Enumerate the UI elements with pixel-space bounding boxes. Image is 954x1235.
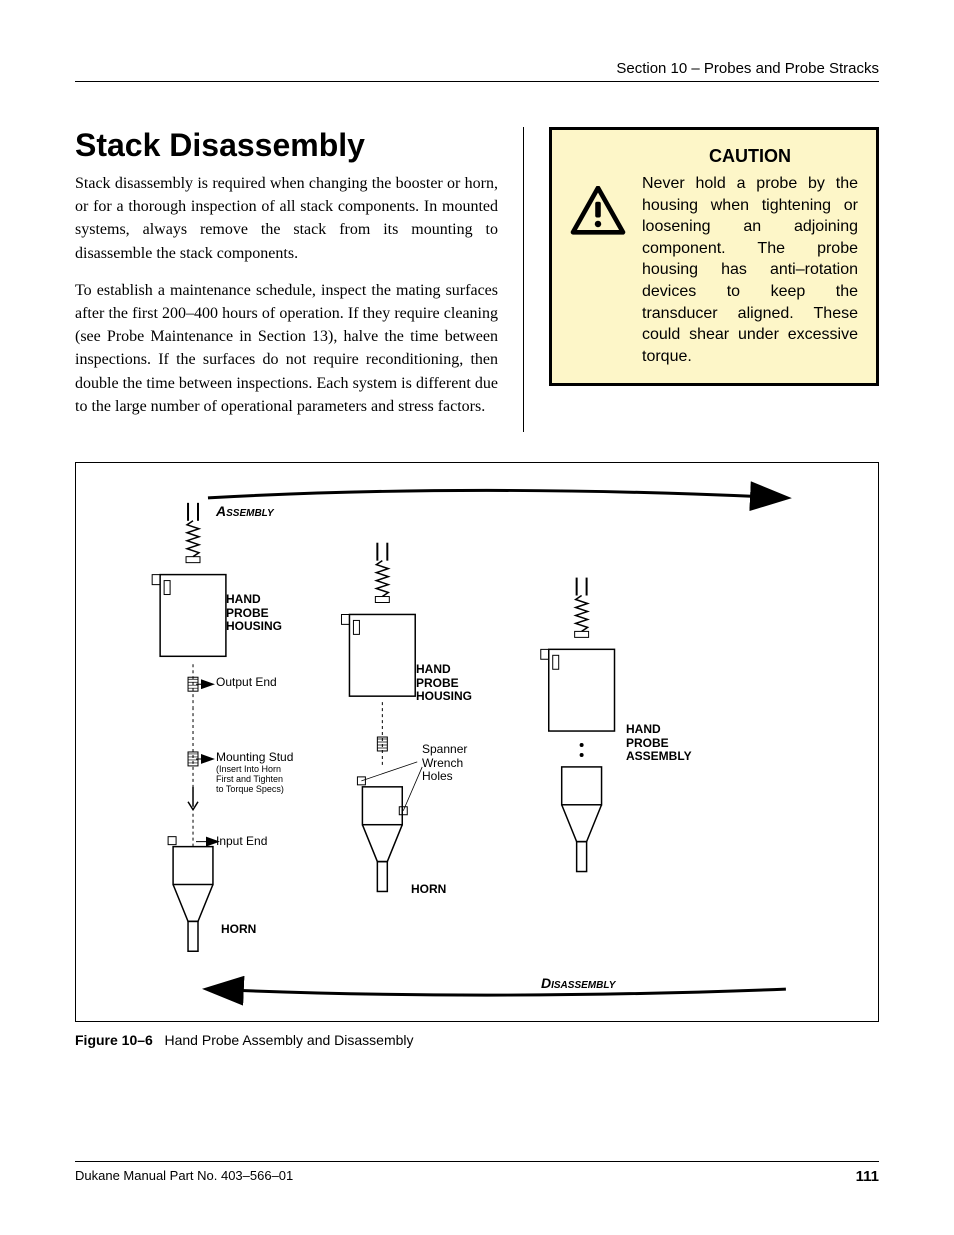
label-assembly: Assembly [216, 503, 274, 519]
warning-icon [570, 186, 626, 241]
left-column: Stack Disassembly Stack disassembly is r… [75, 127, 524, 432]
label-horn-2: HORN [411, 883, 446, 897]
page-title: Stack Disassembly [75, 127, 498, 164]
right-column: CAUTION Never hold a probe by the housin… [549, 127, 879, 432]
label-hand-probe-housing-2: HAND PROBE HOUSING [416, 663, 472, 704]
two-column-layout: Stack Disassembly Stack disassembly is r… [75, 127, 879, 432]
caution-heading: CAUTION [642, 146, 858, 167]
label-disassembly: Disassembly [541, 975, 615, 991]
label-mounting-note: (Insert Into Horn First and Tighten to T… [216, 765, 284, 795]
paragraph-2: To establish a maintenance schedule, ins… [75, 279, 498, 418]
label-output-end: Output End [216, 676, 277, 690]
label-hand-probe-assembly: HAND PROBE ASSEMBLY [626, 723, 692, 764]
caution-text: Never hold a probe by the housing when t… [642, 173, 858, 367]
label-hand-probe-housing-1: HAND PROBE HOUSING [226, 593, 282, 634]
page-footer: Dukane Manual Part No. 403–566–01 111 [75, 1161, 879, 1185]
label-input-end: Input End [216, 835, 267, 849]
manual-part-no: Dukane Manual Part No. 403–566–01 [75, 1168, 293, 1185]
section-header: Section 10 – Probes and Probe Stracks [75, 60, 879, 82]
figure-diagram: Assembly Disassembly HAND PROBE HOUSING … [75, 462, 879, 1022]
figure-caption-text: Hand Probe Assembly and Disassembly [165, 1032, 414, 1048]
paragraph-1: Stack disassembly is required when chang… [75, 172, 498, 265]
label-mounting-stud: Mounting Stud [216, 751, 293, 765]
figure-number: Figure 10–6 [75, 1032, 153, 1048]
caution-box: CAUTION Never hold a probe by the housin… [549, 127, 879, 386]
diagram-svg [76, 463, 878, 1021]
label-horn-1: HORN [221, 923, 256, 937]
figure-caption: Figure 10–6 Hand Probe Assembly and Disa… [75, 1032, 879, 1048]
page-number: 111 [856, 1168, 879, 1185]
label-spanner: Spanner Wrench Holes [422, 743, 467, 784]
